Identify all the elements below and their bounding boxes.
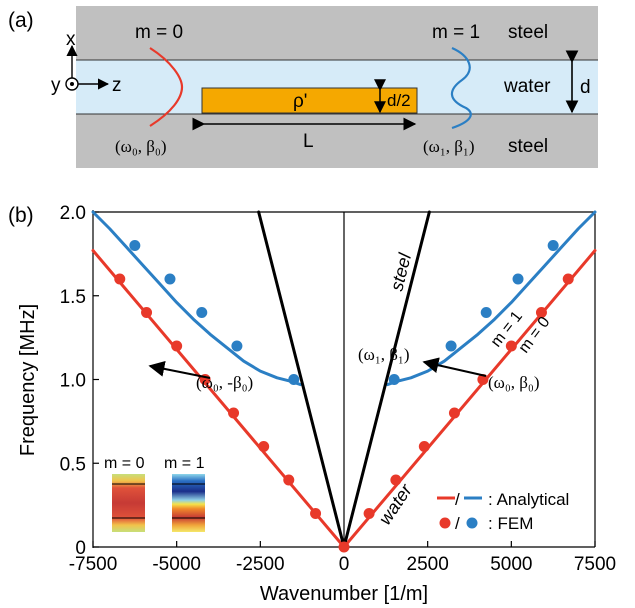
series-layer [91, 210, 597, 553]
annot-w0mb0: (ω₀, -β₀) [196, 373, 253, 392]
fem-point [196, 307, 208, 318]
x-tick-label: 7500 [574, 554, 616, 575]
annot-w0b0: (ω₀, β₀) [488, 373, 540, 392]
x-tick-label: 5000 [490, 554, 532, 575]
inset-m0-label: m = 0 [104, 455, 145, 472]
mode1-profile [450, 46, 472, 130]
legend-fem-blue [466, 517, 478, 529]
fem-point [114, 273, 126, 285]
fem-point [129, 240, 141, 251]
steel-top-layer [76, 6, 598, 60]
annot-w1b1: (ω₁, β₁) [358, 345, 410, 364]
steel-bottom-label: steel [508, 136, 548, 157]
fem-point [363, 508, 375, 519]
rho-label: ρ' [293, 91, 307, 112]
inset-m1-field [172, 474, 205, 532]
series-line-2 [386, 210, 597, 387]
fem-point [390, 474, 402, 486]
y-axis-title: Frequency [MHz] [17, 304, 39, 456]
fem-point [171, 340, 183, 352]
fem-point [164, 273, 176, 285]
annot-w0mb0-arrow [148, 360, 211, 379]
fem-point [228, 407, 240, 419]
fem-point [505, 340, 517, 352]
fem-point [418, 441, 430, 452]
y-tick-label: 0 [75, 538, 86, 559]
density-block [201, 87, 418, 114]
legend-fem-text: / : FEM [455, 514, 533, 533]
fem-point [141, 307, 153, 318]
x-tick-label: 2500 [407, 554, 449, 575]
y-tick-label: 1.5 [60, 287, 86, 308]
x-tick-label: -7500 [69, 554, 118, 575]
d-half-label: d/2 [387, 91, 411, 110]
fem-point [231, 340, 243, 352]
inset-m0-field [112, 474, 145, 532]
panel-b-label: (b) [8, 204, 34, 227]
axis-x-label: x [66, 29, 76, 50]
x-tick-label: -2500 [236, 554, 285, 575]
axis-ticks: -7500 -5000 -2500 0 2500 5000 7500 0 0.5 1.0 1.5 2.… [60, 203, 617, 575]
x-tick-label: 0 [339, 554, 350, 575]
d-label: d [580, 77, 591, 98]
axis-y-dot [70, 82, 74, 86]
legend: / : Analytical / : FEM [437, 490, 569, 533]
fem-point [445, 340, 457, 352]
x-tick-label: -5000 [152, 554, 201, 575]
fem-point [310, 508, 322, 519]
panel-a: (a) steel water steel d ρ' d/2 L x z y m… [8, 6, 598, 168]
length-label: L [303, 131, 314, 152]
x-axis-title: Wavenumber [1/m] [260, 583, 428, 605]
water-label: water [503, 76, 551, 97]
fem-point [562, 273, 574, 285]
y-tick-label: 0.5 [60, 454, 86, 475]
point1-label: (ω₁, β₁) [423, 137, 475, 156]
fem-point [258, 441, 270, 452]
panel-b: (b) -7500 -5000 -2500 0 2500 5000 7500 0 0.5 1.0 1… [8, 203, 616, 605]
legend-analytical-text: / : Analytical [455, 490, 569, 509]
axis-y-label: y [51, 75, 61, 96]
point0-label: (ω₀, β₀) [115, 137, 167, 156]
dispersion-plot: -7500 -5000 -2500 0 2500 5000 7500 0 0.5 1.0 1.5 2.… [60, 203, 617, 575]
fem-point [535, 307, 547, 318]
fem-point [547, 240, 559, 251]
y-tick-label: 2.0 [60, 203, 86, 224]
panel-a-label: (a) [8, 9, 34, 32]
fem-point [338, 541, 350, 553]
y-tick-label: 1.0 [60, 371, 86, 392]
inset-m1-label: m = 1 [164, 455, 205, 472]
series-line-1 [91, 210, 302, 387]
fem-point [480, 307, 492, 318]
mode0-profile [149, 47, 184, 127]
fem-point [512, 273, 524, 285]
legend-fem-red [439, 517, 451, 529]
steel-top-label: steel [508, 22, 548, 43]
annot-w0b0-arrow [422, 357, 487, 377]
fem-point [448, 407, 460, 419]
fem-point [388, 374, 400, 385]
mode1-label: m = 1 [432, 22, 480, 43]
axis-z-label: z [112, 75, 122, 96]
mode0-label: m = 0 [135, 22, 183, 43]
fem-point [283, 474, 295, 486]
fem-point [288, 374, 300, 385]
